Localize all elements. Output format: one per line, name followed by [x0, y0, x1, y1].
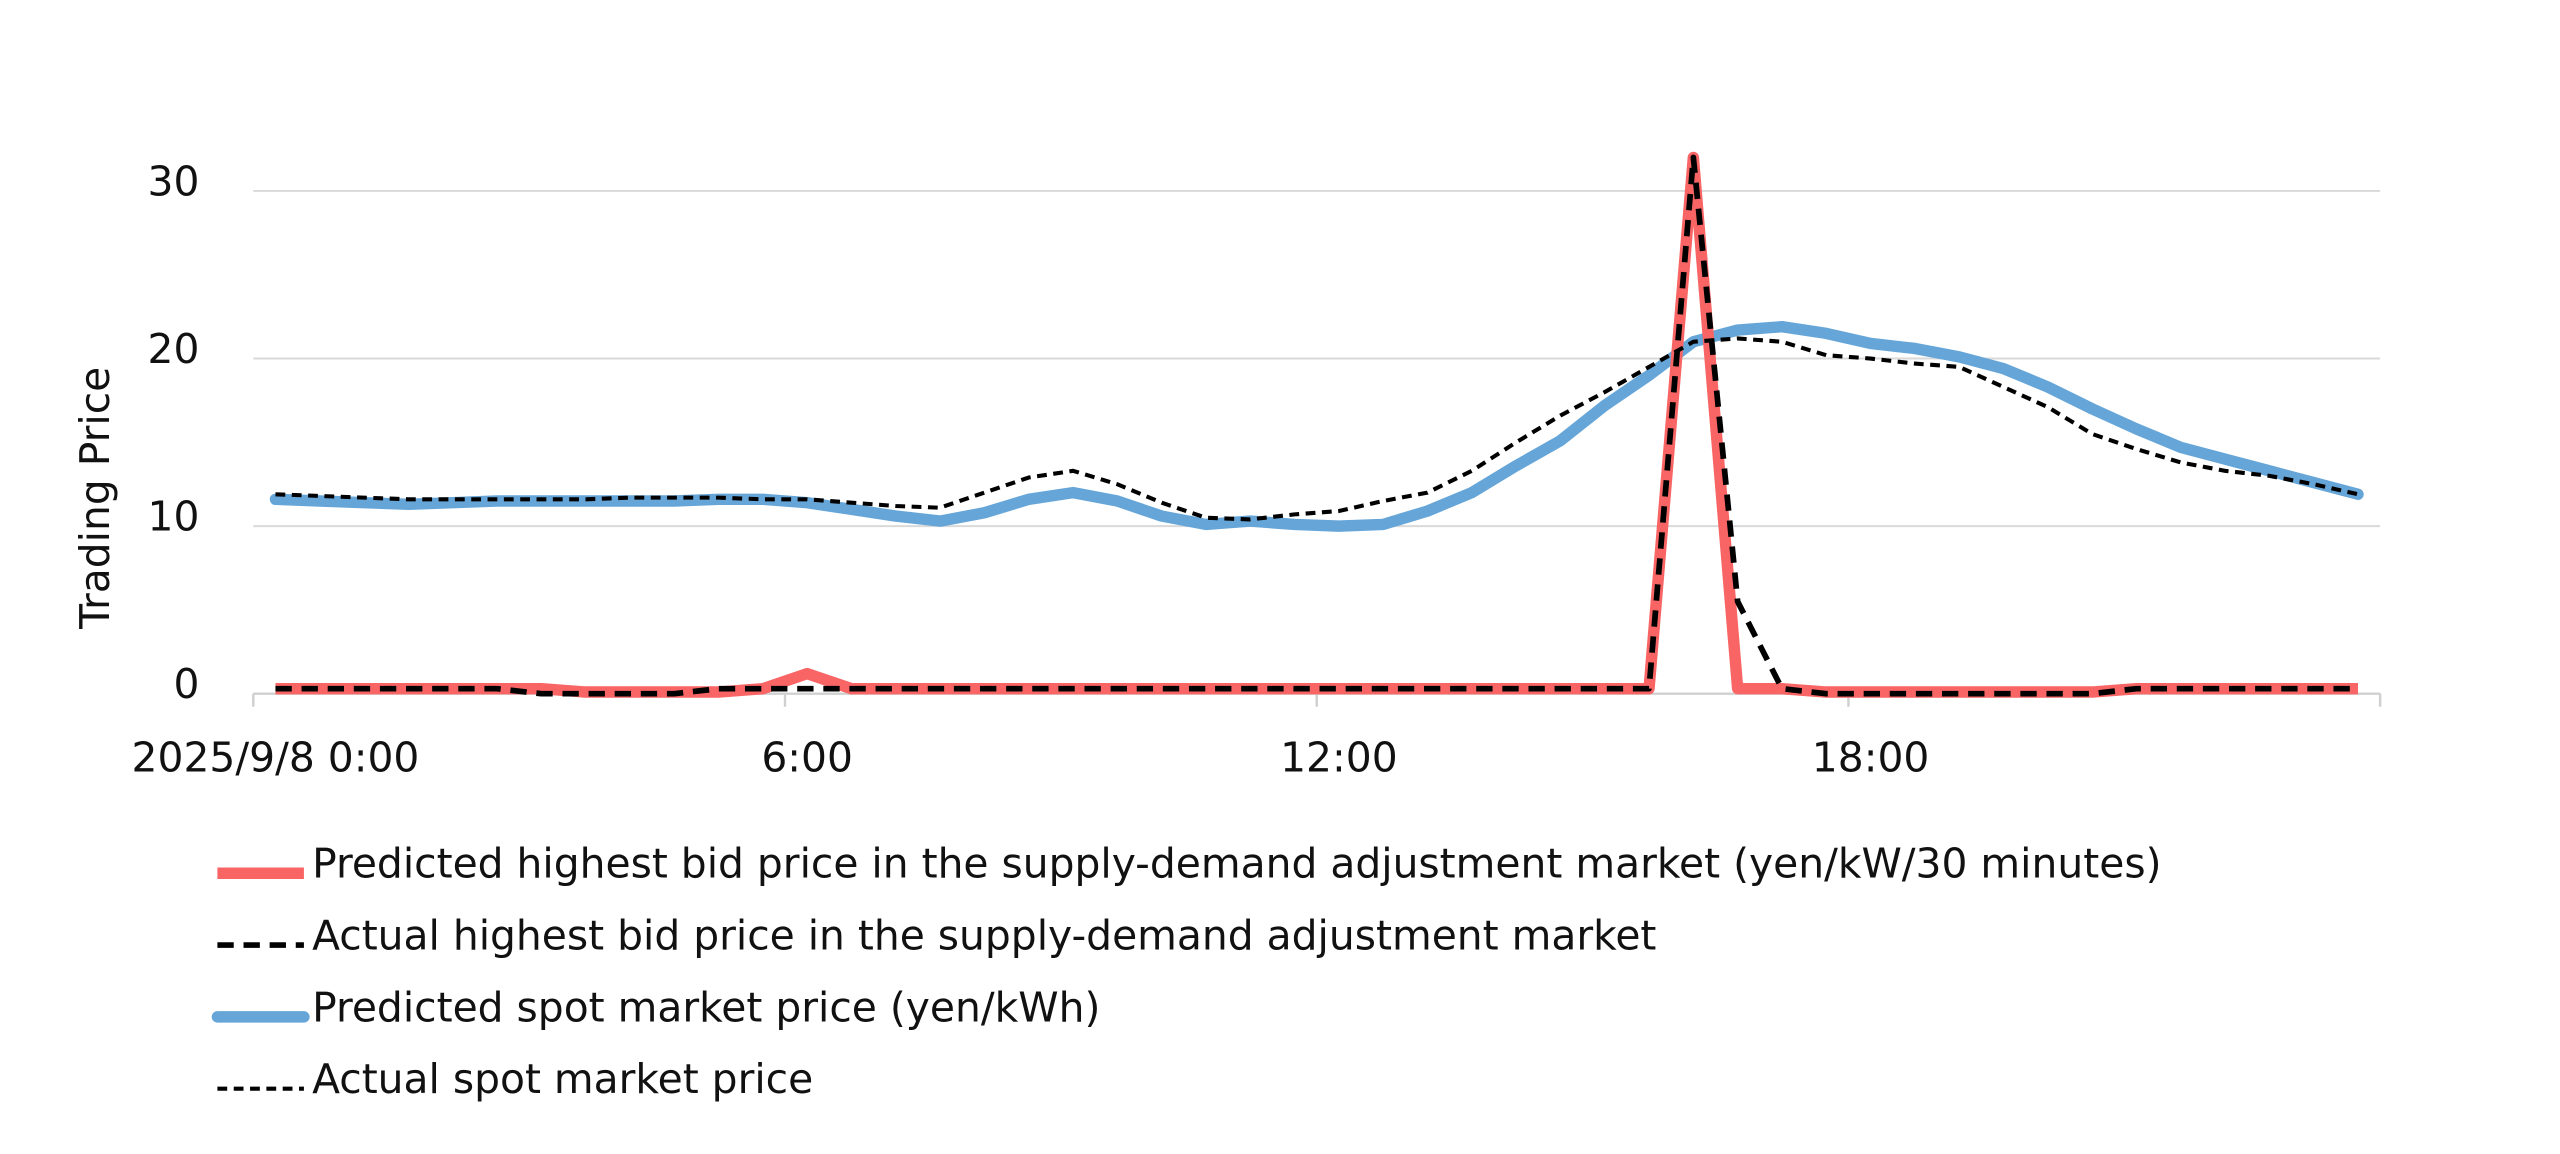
y-axis-label: Trading Price: [71, 367, 119, 630]
x-tick-label: 2025/9/8 0:00: [132, 734, 420, 782]
y-tick-label: 10: [148, 493, 200, 541]
legend-label: Actual spot market price: [312, 1055, 813, 1103]
x-tick-label: 18:00: [1812, 734, 1930, 782]
x-tick-label: 12:00: [1280, 734, 1398, 782]
series-line: [275, 154, 2358, 697]
series-line: [275, 336, 2359, 522]
legend-label: Actual highest bid price in the supply-d…: [312, 912, 1656, 960]
y-tick-label: 30: [148, 157, 200, 205]
legend-label: Predicted highest bid price in the suppl…: [312, 840, 2161, 888]
y-tick-label: 0: [173, 660, 199, 708]
legend-label: Predicted spot market price (yen/kWh): [312, 983, 1100, 1031]
y-tick-label: 20: [148, 325, 200, 373]
series-line: [269, 320, 2364, 532]
x-tick-label: 6:00: [761, 734, 853, 782]
